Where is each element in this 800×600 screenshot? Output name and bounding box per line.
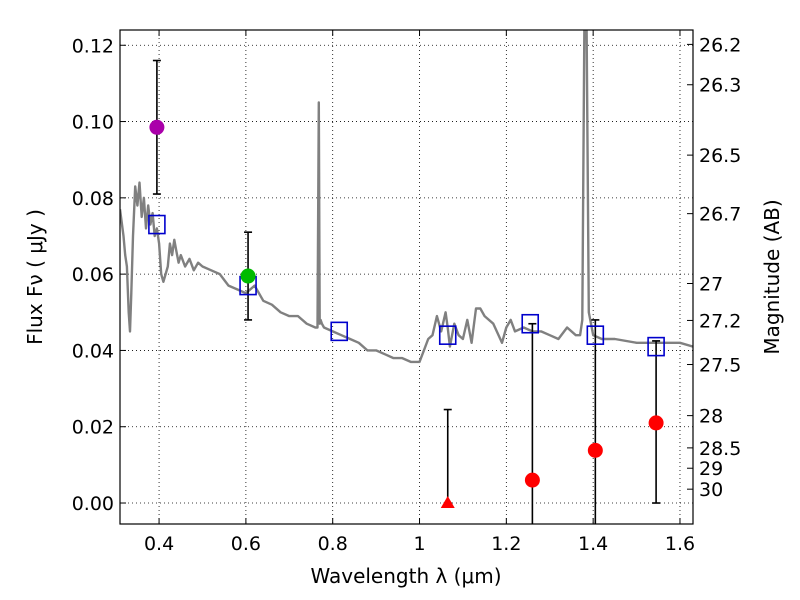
mag-tick-label: 26.7	[699, 204, 741, 226]
x-tick-label: 1.2	[491, 533, 521, 555]
mag-tick-label: 30	[699, 479, 723, 501]
model-flux-square	[521, 313, 540, 334]
model-flux-square	[148, 214, 166, 235]
error-bar	[528, 322, 537, 524]
observed-flux-point	[648, 415, 664, 431]
y-tick-label: 0.10	[72, 112, 114, 134]
plot-frame	[119, 29, 694, 525]
model-flux-square	[586, 325, 605, 345]
x-axis-title: Wavelength λ (μm)	[310, 564, 501, 588]
y-tick-label: 0.12	[72, 35, 114, 57]
mag-tick-label: 26.2	[699, 34, 741, 56]
model-flux-square	[647, 336, 665, 357]
mag-tick-label: 28	[699, 406, 723, 428]
mag-tick-label: 26.5	[699, 145, 741, 167]
y-tick-label: 0.00	[72, 493, 114, 515]
clipped-data	[120, 30, 693, 524]
model-flux-square	[438, 325, 457, 345]
x-tick-label: 1	[413, 533, 425, 555]
y-tick-label: 0.08	[72, 188, 114, 210]
mag-tick-label: 29	[699, 458, 723, 480]
model-flux-square	[330, 321, 349, 342]
y-tick-label: 0.06	[72, 264, 114, 286]
mag-tick-label: 27	[699, 274, 723, 296]
observed-flux-point	[524, 472, 540, 488]
y-tick-label: 0.02	[72, 417, 114, 439]
y-tick-label: 0.04	[72, 340, 114, 362]
x-tick-label: 0.6	[231, 533, 261, 555]
data-layer	[120, 30, 693, 524]
observed-upper-limit-point	[440, 496, 455, 509]
plot-area	[120, 30, 693, 524]
observed-flux-point	[149, 119, 165, 135]
mag-tick-label: 27.5	[699, 355, 741, 377]
model-sed-line	[120, 30, 693, 364]
x-tick-label: 1.4	[578, 533, 608, 555]
error-bar	[591, 319, 600, 524]
observed-flux-point	[240, 268, 256, 284]
y2-axis-title: Magnitude (AB)	[760, 199, 784, 354]
mag-tick-label: 28.5	[699, 438, 741, 460]
mag-tick-label: 27.2	[699, 310, 741, 332]
x-tick-label: 0.8	[318, 533, 348, 555]
x-tick-label: 0.4	[144, 533, 174, 555]
mag-tick-label: 26.3	[699, 75, 741, 97]
axes: 0.4 0.6 0.8 1 1.2 1.4 1.6 0.00 0.02 0.04 0.06 0.08 0…	[72, 30, 741, 555]
y-axis-title: Flux Fν ( μJy )	[23, 209, 47, 345]
x-tick-label: 1.6	[665, 533, 695, 555]
observed-flux-point	[587, 442, 603, 458]
